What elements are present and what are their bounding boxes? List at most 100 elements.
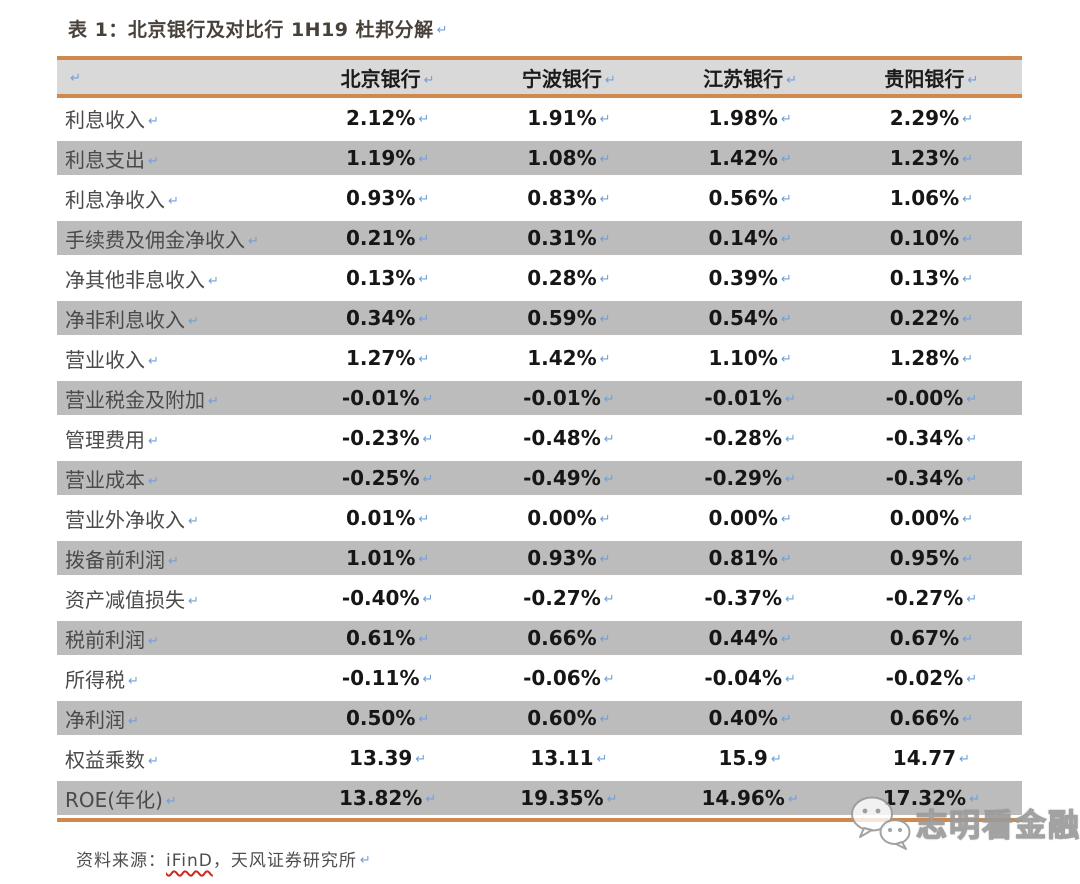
paragraph-mark-icon: ↵ (148, 153, 159, 169)
paragraph-mark-icon: ↵ (422, 592, 434, 607)
paragraph-mark-icon: ↵ (599, 232, 611, 247)
column-header: 北京银行 ↵ (297, 63, 478, 92)
cell-value: 0.22% ↵ (841, 306, 1022, 330)
paragraph-mark-icon: ↵ (962, 352, 974, 367)
cell-value-text: 0.39% (708, 266, 778, 290)
paragraph-mark-icon: ↵ (248, 233, 259, 249)
paragraph-mark-icon: ↵ (418, 552, 430, 567)
cell-value-text: 0.10% (889, 226, 960, 250)
cell-value-text: 1.98% (708, 106, 778, 130)
table-row: 营业税金及附加 ↵ -0.01% ↵ -0.01% ↵ -0.01% ↵ -0.00% ↵ (57, 378, 1022, 418)
paragraph-mark-icon: ↵ (959, 752, 970, 767)
cell-value-text: 0.66% (889, 706, 960, 730)
paragraph-mark-icon: ↵ (967, 72, 979, 88)
cell-value: 0.54% ↵ (660, 306, 841, 330)
cell-value: 0.93% ↵ (478, 546, 659, 570)
row-label-text: 利息净收入 (65, 187, 165, 212)
paragraph-mark-icon: ↵ (780, 232, 792, 247)
cell-value-text: 0.13% (345, 266, 416, 290)
row-label: 权益乘数 ↵ (57, 744, 297, 773)
cell-value: 0.00% ↵ (841, 506, 1022, 530)
paragraph-mark-icon: ↵ (780, 632, 792, 647)
cell-value: 0.56% ↵ (660, 186, 841, 210)
paragraph-mark-icon: ↵ (780, 712, 792, 727)
cell-value-text: 1.10% (708, 346, 778, 370)
cell-value-text: 0.95% (889, 546, 960, 570)
paragraph-mark-icon: ↵ (599, 312, 611, 327)
paragraph-mark-icon: ↵ (604, 72, 616, 88)
cell-value-text: -0.25% (341, 466, 420, 490)
cell-value-text: 13.11 (530, 746, 594, 770)
row-label-text: 拨备前利润 (65, 547, 165, 572)
row-label: ROE(年化) ↵ (57, 784, 297, 813)
row-label-text: 营业收入 (65, 347, 145, 372)
table-caption: 表 1：北京银行及对比行 1H19 杜邦分解 ↵ (68, 15, 448, 42)
cell-value: 19.35% ↵ (478, 786, 659, 810)
cell-value-text: 1.06% (889, 186, 960, 210)
cell-value-text: 0.40% (708, 706, 778, 730)
cell-value-text: 0.22% (889, 306, 960, 330)
row-label-text: 利息支出 (65, 147, 145, 172)
cell-value: -0.11% ↵ (297, 666, 478, 690)
paragraph-mark-icon: ↵ (962, 272, 974, 287)
cell-value-text: 0.67% (889, 626, 960, 650)
cell-value: 0.13% ↵ (297, 266, 478, 290)
cell-value: 0.44% ↵ (660, 626, 841, 650)
cell-value-text: -0.37% (704, 586, 783, 610)
cell-value-text: 14.96% (701, 786, 785, 810)
table-row: 手续费及佣金净收入 ↵ 0.21% ↵ 0.31% ↵ 0.14% ↵ 0.10% ↵ (57, 218, 1022, 258)
cell-value-text: 0.31% (527, 226, 597, 250)
paragraph-mark-icon: ↵ (969, 792, 980, 807)
paragraph-mark-icon: ↵ (786, 72, 798, 88)
paragraph-mark-icon: ↵ (148, 353, 159, 369)
table-caption-text: 表 1：北京银行及对比行 1H19 杜邦分解 (68, 19, 434, 41)
source-note: 资料来源：iFinD，天风证券研究所 ↵ (76, 846, 372, 871)
row-label: 营业税金及附加 ↵ (57, 384, 297, 413)
paragraph-mark-icon: ↵ (148, 473, 159, 489)
paragraph-mark-icon: ↵ (780, 552, 792, 567)
paragraph-mark-icon: ↵ (962, 552, 974, 567)
paragraph-mark-icon: ↵ (599, 632, 611, 647)
paragraph-mark-icon: ↵ (780, 192, 792, 207)
row-label: 拨备前利润 ↵ (57, 544, 297, 573)
paragraph-mark-icon: ↵ (422, 472, 434, 487)
row-label: 资产减值损失 ↵ (57, 584, 297, 613)
paragraph-mark-icon: ↵ (780, 512, 792, 527)
cell-value: 1.98% ↵ (660, 106, 841, 130)
cell-value: -0.01% ↵ (297, 386, 478, 410)
cell-value: -0.23% ↵ (297, 426, 478, 450)
cell-value-text: 0.54% (708, 306, 778, 330)
cell-value: 2.12% ↵ (297, 106, 478, 130)
cell-value: -0.29% ↵ (660, 466, 841, 490)
cell-value: 0.34% ↵ (297, 306, 478, 330)
paragraph-mark-icon: ↵ (418, 192, 430, 207)
cell-value: 0.00% ↵ (478, 506, 659, 530)
cell-value-text: 14.77 (892, 746, 957, 770)
cell-value-text: -0.28% (704, 426, 783, 450)
cell-value-text: -0.29% (704, 466, 783, 490)
cell-value: 0.28% ↵ (478, 266, 659, 290)
cell-value-text: 19.35% (520, 786, 604, 810)
row-label-text: 权益乘数 (65, 747, 145, 772)
column-header: 贵阳银行 ↵ (841, 63, 1022, 92)
cell-value-text: 1.27% (345, 346, 416, 370)
paragraph-mark-icon: ↵ (418, 112, 430, 127)
table-header-row: ↵ 北京银行 ↵ 宁波银行 ↵ 江苏银行 ↵ 贵阳银行 ↵ (57, 56, 1022, 98)
paragraph-mark-icon: ↵ (70, 71, 81, 86)
row-label-text: 净利润 (65, 707, 125, 732)
paragraph-mark-icon: ↵ (165, 793, 177, 809)
cell-value-text: -0.01% (523, 386, 601, 410)
column-header-text: 宁波银行 (521, 66, 602, 91)
paragraph-mark-icon: ↵ (603, 432, 615, 447)
table-row: 营业成本 ↵ -0.25% ↵ -0.49% ↵ -0.29% ↵ -0.34% ↵ (57, 458, 1022, 498)
paragraph-mark-icon: ↵ (423, 72, 435, 88)
row-label: 营业外净收入 ↵ (57, 504, 297, 533)
cell-value: -0.06% ↵ (478, 666, 659, 690)
paragraph-mark-icon: ↵ (780, 272, 792, 287)
cell-value: -0.01% ↵ (660, 386, 841, 410)
cell-value-text: 0.44% (708, 626, 778, 650)
row-label-text: 净其他非息收入 (65, 267, 205, 292)
cell-value-text: 0.81% (708, 546, 778, 570)
cell-value: 1.10% ↵ (660, 346, 841, 370)
paragraph-mark-icon: ↵ (148, 433, 159, 449)
